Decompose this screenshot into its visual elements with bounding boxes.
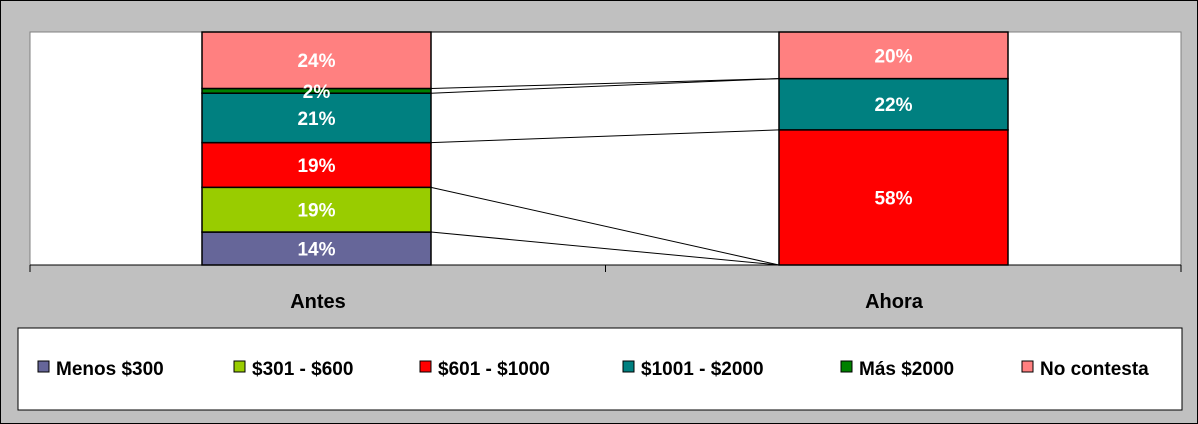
bar-segment-antes-1 [201, 186, 432, 233]
series-line-2 [430, 129, 780, 144]
series-line-1 [430, 186, 780, 266]
legend-swatch-4 [840, 360, 853, 373]
legend: Menos $300 $301 - $600 $601 - $1000 $1001 -… [17, 327, 1183, 411]
bar-segment-antes-3 [201, 92, 432, 144]
bars: 14% 19% 19% 21% 2% 24% 58% 22% 20% [201, 31, 1009, 266]
data-label-antes-3: 21% [297, 109, 335, 130]
bar-segment-ahora-3 [778, 77, 1009, 131]
series-lines [430, 31, 780, 266]
data-label-antes-5: 24% [297, 51, 335, 72]
legend-label-2: $601 - $1000 [438, 359, 550, 380]
legend-swatch-3 [622, 360, 635, 373]
legend-swatch-0 [37, 360, 50, 373]
bar-segment-ahora-5 [778, 31, 1009, 80]
x-tick-label-ahora: Ahora [865, 291, 924, 313]
x-axis: Antes Ahora [29, 264, 1182, 313]
data-label-antes-1: 19% [297, 201, 335, 222]
bar-segment-antes-0 [201, 231, 432, 266]
x-tick-label-antes: Antes [290, 291, 346, 313]
legend-label-3: $1001 - $2000 [641, 359, 764, 380]
data-label-antes-0: 14% [297, 240, 335, 261]
legend-label-5: No contesta [1040, 359, 1149, 380]
series-line-3 [430, 78, 780, 94]
bar-segment-antes-5 [201, 31, 432, 90]
legend-label-4: Más $2000 [859, 359, 954, 380]
legend-swatch-1 [233, 360, 246, 373]
legend-label-0: Menos $300 [56, 359, 164, 380]
data-label-antes-4: 2% [303, 82, 331, 103]
data-label-ahora-5: 20% [874, 46, 912, 67]
legend-swatch-5 [1021, 360, 1034, 373]
data-label-antes-2: 19% [297, 156, 335, 177]
data-label-ahora-2: 58% [874, 188, 912, 209]
series-line-4 [430, 78, 780, 89]
legend-box [17, 327, 1183, 411]
data-label-ahora-3: 22% [874, 95, 912, 116]
series-line-0 [430, 231, 780, 266]
legend-swatch-2 [419, 360, 432, 373]
legend-label-1: $301 - $600 [252, 359, 353, 380]
